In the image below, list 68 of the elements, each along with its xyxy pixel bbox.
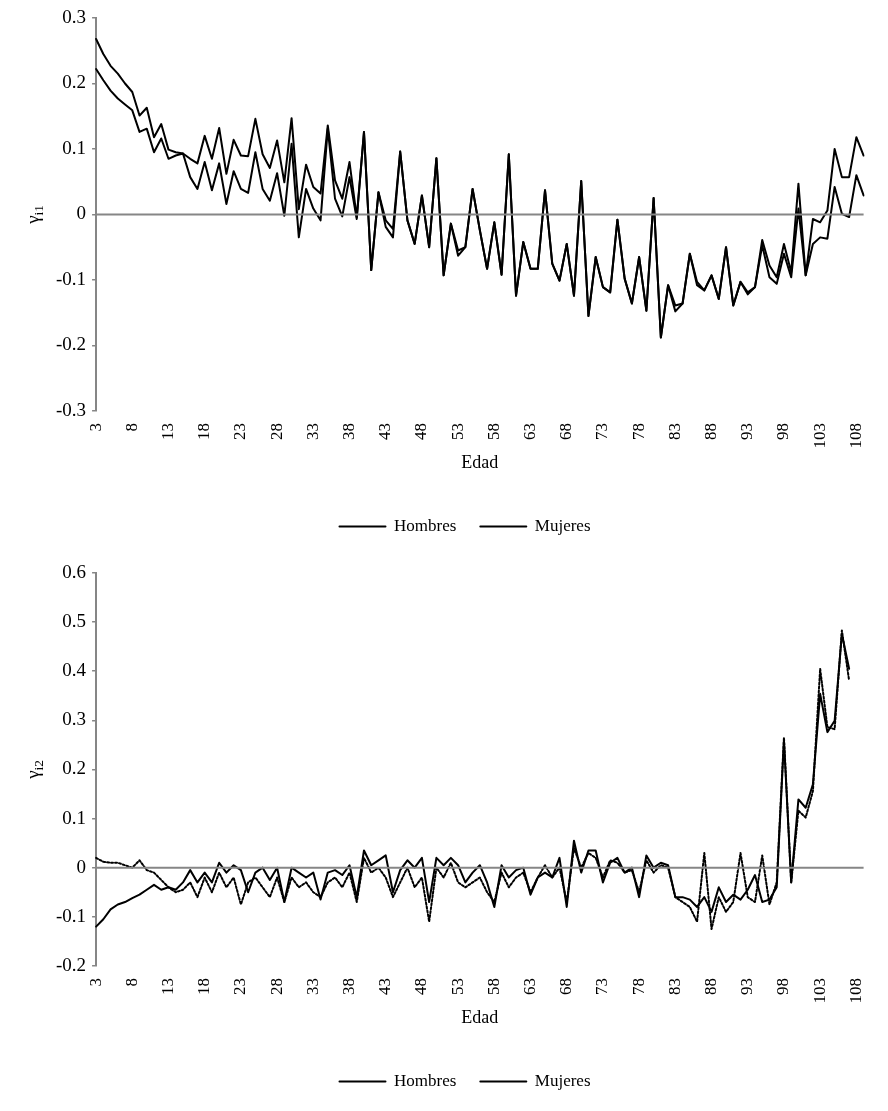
x-tick-label: 18 [194,422,214,440]
y-tick-label: 0.2 [62,71,87,93]
x-tick-label: 33 [302,422,322,440]
y-tick-label: -0.1 [56,267,87,289]
y-tick-label: 0.5 [62,610,87,632]
x-tick-label: 8 [121,977,141,987]
y-axis-title: γi2 [22,760,47,780]
y-tick-label: 0.6 [62,560,87,582]
y-tick-label: 0 [76,855,87,877]
x-tick-label: 78 [628,422,648,440]
y-tick-label: 0.2 [62,757,87,779]
x-tick-label: 23 [230,422,250,440]
x-tick-label: 38 [338,422,358,440]
x-tick-label: 73 [592,422,612,440]
x-tick-label: 98 [773,977,793,995]
x-tick-label: 53 [447,977,467,995]
x-tick-label: 88 [701,422,721,440]
y-tick-label: 0.4 [62,659,87,681]
x-tick-label: 3 [85,422,105,432]
y-tick-label: -0.3 [56,398,87,420]
x-tick-label: 38 [338,977,358,995]
y-tick-label: 0.3 [62,708,87,730]
x-tick-label: 73 [592,977,612,995]
x-axis-title: Edad [461,451,499,472]
x-tick-label: 23 [230,977,250,995]
y-tick-label: -0.1 [56,904,87,926]
x-tick-label: 43 [375,977,395,995]
y-tick-label: 0.1 [62,136,87,158]
x-tick-label: 63 [519,977,539,995]
x-tick-label: 48 [411,422,431,440]
x-tick-label: 93 [737,977,757,995]
y-tick-label: 0 [76,202,87,224]
x-tick-label: 68 [556,422,576,440]
x-tick-label: 3 [85,977,105,987]
x-tick-label: 18 [194,977,214,995]
y-axis-title: γi1 [22,205,47,225]
x-tick-label: 83 [664,977,684,995]
x-tick-label: 58 [483,422,503,440]
x-tick-label: 108 [845,977,865,1004]
x-tick-label: 13 [157,422,177,440]
x-tick-label: 28 [266,422,286,440]
x-tick-label: 103 [809,977,829,1004]
x-tick-label: 63 [519,422,539,440]
x-tick-label: 13 [157,977,177,995]
y-tick-label: 0.1 [62,806,87,828]
x-tick-label: 78 [628,977,648,995]
legend-label: Hombres [393,515,457,535]
x-tick-label: 58 [483,977,503,995]
x-tick-label: 98 [773,422,793,440]
x-tick-label: 43 [375,422,395,440]
x-tick-label: 68 [556,977,576,995]
x-tick-label: 33 [302,977,322,995]
y-tick-label: -0.2 [56,953,87,975]
legend-label: Mujeres [534,515,591,535]
x-tick-label: 53 [447,422,467,440]
legend-label: Hombres [393,1070,457,1090]
x-tick-label: 28 [266,977,286,995]
x-axis-title: Edad [461,1006,499,1027]
x-tick-label: 103 [809,422,829,449]
x-tick-label: 108 [845,422,865,449]
y-tick-label: 0.3 [62,5,87,27]
x-tick-label: 8 [121,422,141,432]
x-tick-label: 93 [737,422,757,440]
x-tick-label: 88 [701,977,721,995]
y-tick-label: -0.2 [56,333,87,355]
x-tick-label: 83 [664,422,684,440]
x-tick-label: 48 [411,977,431,995]
legend-label: Mujeres [534,1070,591,1090]
